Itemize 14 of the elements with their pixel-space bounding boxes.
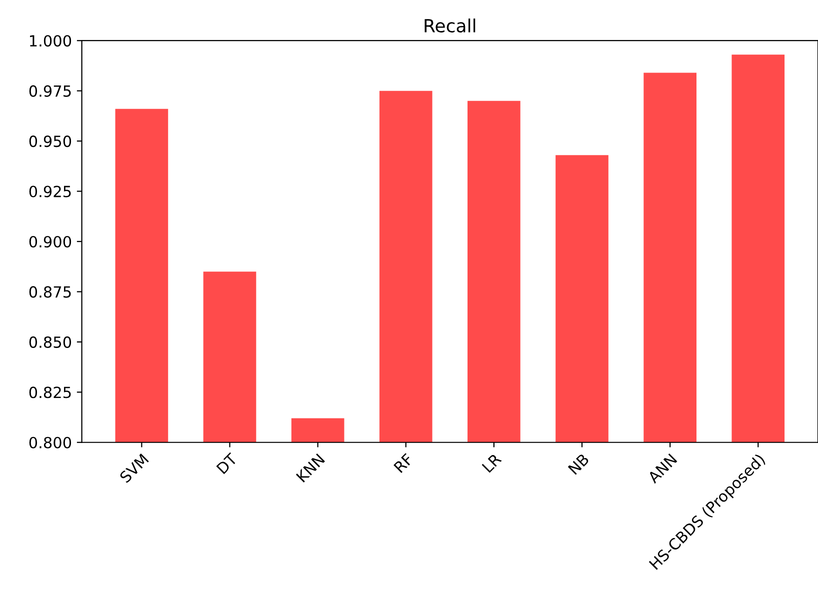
y-tick-label: 0.875	[29, 286, 71, 298]
x-tick-label: LR	[482, 452, 502, 473]
y-tick-label: 0.975	[29, 85, 71, 97]
x-tick-label: NB	[568, 453, 590, 475]
x-tick-label: DT	[216, 452, 238, 474]
y-tick-label: 0.850	[29, 336, 72, 348]
chart-title: Recall	[424, 18, 476, 33]
y-tick-label: 0.900	[29, 236, 72, 248]
y-tick-label: 0.925	[29, 186, 71, 198]
y-tick-label: 1.000	[30, 35, 72, 47]
y-tick-label: 0.825	[29, 386, 71, 398]
y-tick-label: 0.800	[29, 436, 72, 448]
x-tick-label: RF	[394, 453, 414, 473]
y-tick-label: 0.950	[29, 136, 72, 148]
